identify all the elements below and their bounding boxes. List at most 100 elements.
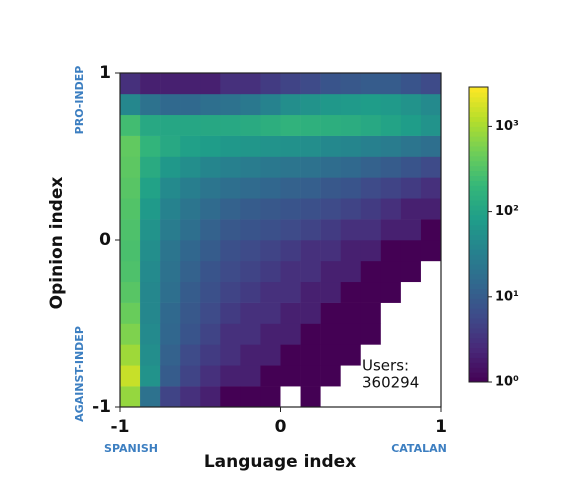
- heatmap-cell: [320, 114, 341, 136]
- heatmap-cell: [360, 114, 382, 136]
- colorbar-segment: [469, 268, 488, 275]
- heatmap-cell: [140, 260, 161, 283]
- heatmap-cell: [380, 281, 402, 303]
- colorbar-segment: [469, 195, 488, 201]
- heatmap-cell: [160, 260, 181, 283]
- heatmap-cell: [160, 93, 181, 116]
- x-high-label: CATALAN: [391, 442, 447, 455]
- heatmap-cell: [420, 302, 442, 324]
- colorbar-segment: [469, 121, 488, 127]
- heatmap-cell: [180, 302, 201, 324]
- heatmap-cell: [320, 386, 341, 408]
- heatmap-cell: [140, 365, 161, 387]
- colorbar-segment: [469, 249, 488, 255]
- heatmap-cell: [180, 198, 201, 220]
- heatmap-cell: [260, 365, 281, 387]
- heatmap-cell: [240, 344, 261, 366]
- heatmap-cell: [320, 135, 341, 157]
- heatmap-cell: [340, 302, 362, 324]
- colorbar-segment: [469, 165, 488, 172]
- x-low-label: SPANISH: [104, 442, 158, 455]
- heatmap-cell: [320, 219, 341, 241]
- heatmap-cell: [380, 386, 402, 408]
- heatmap-cell: [400, 240, 422, 262]
- heatmap-cell: [220, 177, 241, 199]
- heatmap-cell: [300, 219, 321, 241]
- colorbar-segment: [469, 170, 488, 176]
- heatmap-cell: [420, 73, 442, 95]
- heatmap-cell: [300, 323, 321, 345]
- heatmap-cell: [280, 386, 301, 408]
- heatmap-cell: [400, 386, 422, 408]
- heatmap-cell: [160, 114, 181, 136]
- heatmap-cell: [280, 344, 301, 366]
- colorbar-segment: [469, 303, 488, 309]
- heatmap-cell: [300, 114, 321, 136]
- heatmap-cell: [180, 323, 201, 345]
- colorbar-segment: [469, 377, 488, 383]
- heatmap-cell: [380, 114, 402, 136]
- heatmap-cell: [220, 156, 241, 178]
- colorbar-tick-label: 10²: [495, 204, 519, 219]
- heatmap-cell: [180, 93, 201, 116]
- heatmap-cell: [140, 302, 161, 324]
- heatmap-cell: [240, 219, 261, 241]
- heatmap-cell: [220, 114, 241, 136]
- heatmap-cell: [280, 114, 301, 136]
- heatmap-cell: [380, 177, 402, 199]
- heatmap-cell: [320, 260, 341, 283]
- heatmap-cell: [260, 156, 281, 178]
- heatmap-cell: [400, 93, 422, 116]
- x-tick-label: 1: [435, 417, 447, 437]
- heatmap-cell: [180, 386, 201, 408]
- heatmap-cell: [400, 177, 422, 199]
- heatmap-cell: [260, 240, 281, 262]
- colorbar-segment: [469, 116, 488, 122]
- heatmap-cell: [420, 135, 442, 157]
- heatmap-cell: [200, 302, 221, 324]
- heatmap-cell: [340, 219, 362, 241]
- heatmap-cell: [300, 156, 321, 178]
- heatmap-cell: [380, 93, 402, 116]
- heatmap-cell: [200, 365, 221, 387]
- heatmap-cell: [160, 219, 181, 241]
- heatmap-cell: [160, 177, 181, 199]
- heatmap-cell: [380, 365, 402, 387]
- colorbar-segment: [469, 190, 488, 196]
- heatmap-cell: [400, 135, 422, 157]
- colorbar-segment: [469, 141, 488, 147]
- heatmap-cell: [240, 240, 261, 262]
- heatmap-cell: [240, 177, 261, 199]
- heatmap-cell: [240, 114, 261, 136]
- heatmap-cell: [260, 198, 281, 220]
- colorbar-segment: [469, 155, 488, 162]
- heatmap-cell: [240, 198, 261, 220]
- colorbar-segment: [469, 214, 488, 221]
- heatmap-cell: [140, 323, 161, 345]
- heatmap-cell: [360, 281, 382, 303]
- heatmap-cell: [360, 240, 382, 262]
- heatmap-cell: [200, 156, 221, 178]
- colorbar-segment: [469, 150, 488, 157]
- heatmap-cell: [360, 198, 382, 220]
- heatmap-cell: [320, 73, 341, 95]
- heatmap-cell: [300, 260, 321, 283]
- heatmap-cell: [200, 73, 221, 95]
- heatmap-cell: [160, 365, 181, 387]
- heatmap-cell: [180, 177, 201, 199]
- heatmap-cell: [380, 260, 402, 283]
- heatmap-cell: [360, 323, 382, 345]
- y-tick-label: 0: [99, 230, 111, 250]
- heatmap-cell: [140, 73, 161, 95]
- y-tick-label: 1: [99, 63, 111, 83]
- heatmap-cell: [420, 177, 442, 199]
- heatmap-cell: [260, 177, 281, 199]
- heatmap-cell: [120, 344, 141, 366]
- heatmap-cell: [240, 73, 261, 95]
- heatmap-cell: [240, 365, 261, 387]
- heatmap-cell: [260, 93, 281, 116]
- heatmap-cell: [400, 114, 422, 136]
- heatmap-cell: [180, 156, 201, 178]
- colorbar-segment: [469, 106, 488, 113]
- heatmap-cell: [200, 323, 221, 345]
